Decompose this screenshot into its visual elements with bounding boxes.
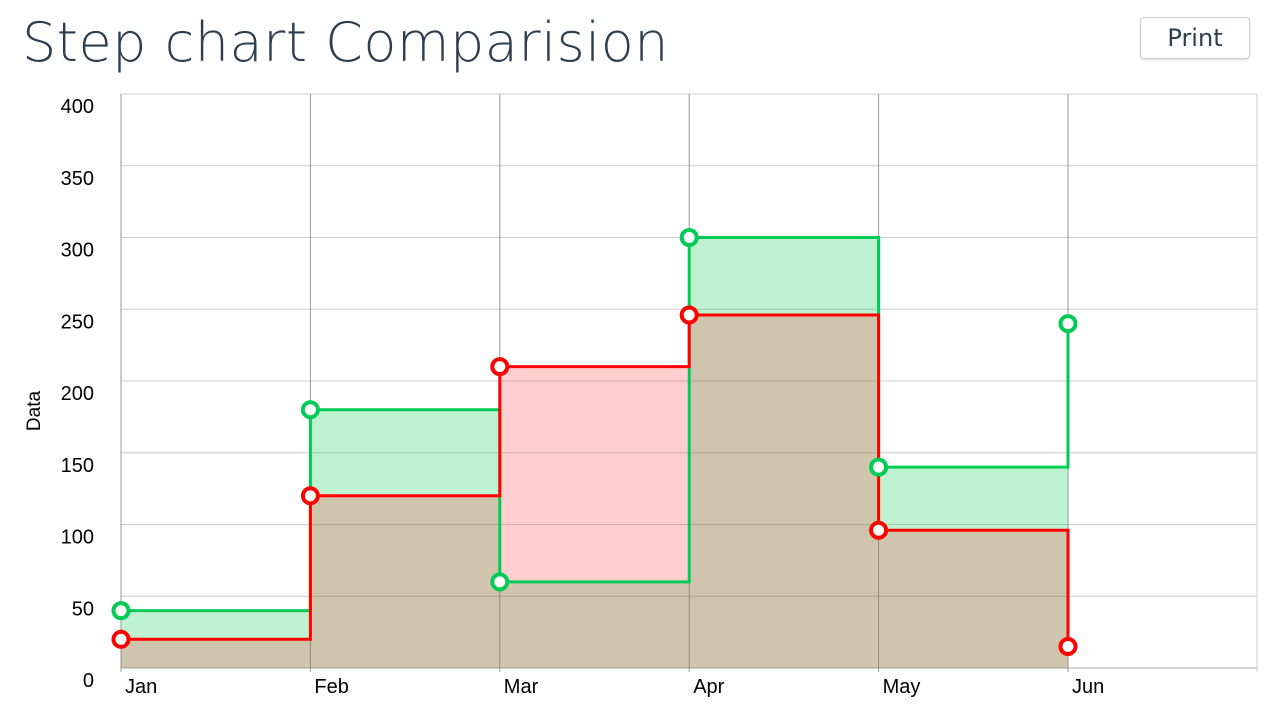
data-point: [679, 228, 699, 247]
y-axis-label: Data: [24, 391, 45, 432]
y-axis-ticks: 0 50 100 150 200 250 300 350 400: [61, 96, 94, 692]
series-areas: [121, 237, 1068, 668]
x-tick-label: May: [883, 676, 921, 698]
x-tick-label: Apr: [693, 676, 724, 698]
data-point: [111, 601, 131, 621]
x-tick-label: Jan: [125, 676, 157, 698]
page-title: Step chart Comparision: [22, 11, 669, 74]
x-tick-label: Feb: [314, 676, 348, 698]
data-point: [679, 305, 699, 325]
data-point: [490, 357, 510, 377]
x-tick-label: Mar: [504, 676, 539, 698]
series-line-0: [121, 236, 1070, 613]
y-tick-label: 250: [61, 311, 94, 333]
data-point: [869, 520, 889, 540]
data-point: [111, 629, 131, 649]
data-point: [490, 572, 510, 592]
y-tick-label: 0: [83, 670, 94, 692]
series-line-1: [121, 313, 1070, 647]
data-point: [1058, 314, 1078, 334]
data-point: [869, 457, 889, 477]
y-tick-label: 400: [61, 96, 94, 118]
x-axis-ticks: Jan Feb Mar Apr May Jun: [125, 676, 1104, 698]
series-lines: [121, 236, 1070, 647]
series-area-1: [121, 314, 1068, 668]
x-tick-label: Jun: [1072, 676, 1104, 698]
y-tick-label: 100: [61, 527, 94, 549]
data-point: [300, 400, 320, 420]
data-point: [300, 486, 320, 506]
y-tick-label: 300: [61, 240, 94, 262]
y-tick-label: 150: [61, 455, 94, 477]
y-tick-label: 50: [72, 598, 94, 620]
series-points: [111, 228, 1078, 656]
data-point: [1058, 636, 1078, 656]
series-area-0: [121, 237, 1068, 668]
y-tick-label: 200: [61, 383, 94, 405]
print-button[interactable]: Print: [1140, 17, 1250, 59]
y-tick-label: 350: [61, 168, 94, 190]
